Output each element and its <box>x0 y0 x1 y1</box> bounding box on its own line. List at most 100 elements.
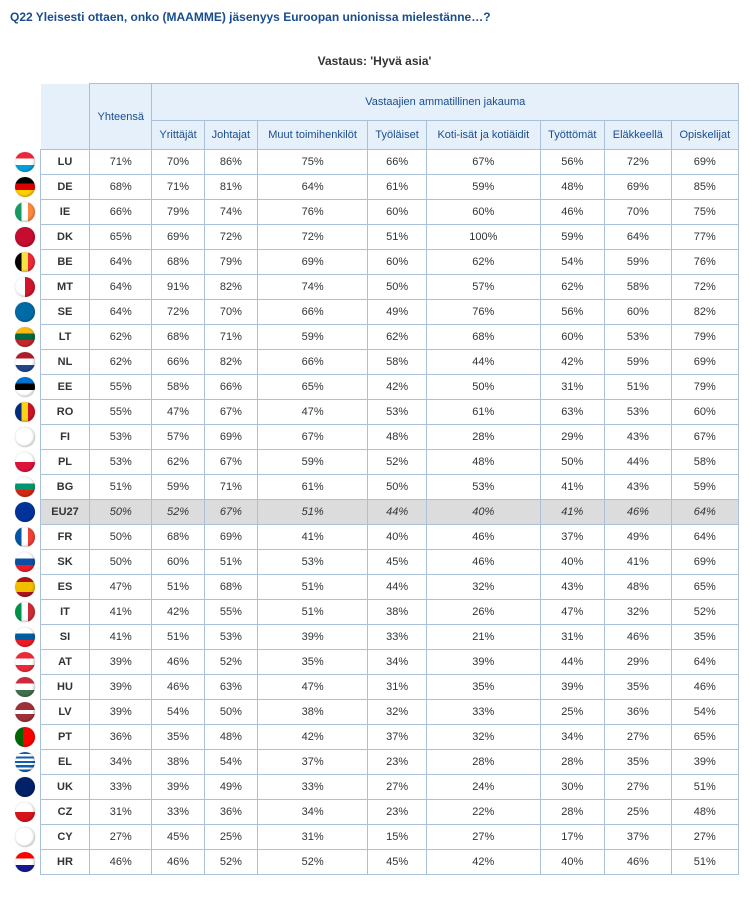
table-row: BE64%68%79%69%60%62%54%59%76% <box>10 250 739 275</box>
value-cell: 28% <box>427 750 540 775</box>
value-cell: 65% <box>258 375 368 400</box>
flag-icon <box>15 552 35 572</box>
value-cell: 55% <box>204 600 258 625</box>
flag-cell <box>10 800 41 825</box>
value-cell: 64% <box>90 250 152 275</box>
value-cell: 71% <box>90 150 152 175</box>
flag-cell <box>10 175 41 200</box>
value-cell: 76% <box>427 300 540 325</box>
value-cell: 67% <box>671 425 738 450</box>
value-cell: 64% <box>671 525 738 550</box>
country-code: ES <box>41 575 90 600</box>
flag-icon <box>15 152 35 172</box>
value-cell: 59% <box>605 250 672 275</box>
value-cell: 25% <box>540 700 605 725</box>
value-cell: 60% <box>671 400 738 425</box>
value-cell: 51% <box>368 225 427 250</box>
value-cell: 35% <box>427 675 540 700</box>
value-cell: 37% <box>368 725 427 750</box>
value-cell: 66% <box>258 350 368 375</box>
value-cell: 42% <box>540 350 605 375</box>
country-code: PL <box>41 450 90 475</box>
table-row: HR46%46%52%52%45%42%40%46%51% <box>10 850 739 875</box>
value-cell: 36% <box>90 725 152 750</box>
value-cell: 32% <box>368 700 427 725</box>
value-cell: 50% <box>90 525 152 550</box>
value-cell: 62% <box>540 275 605 300</box>
value-cell: 51% <box>152 575 204 600</box>
value-cell: 39% <box>90 700 152 725</box>
value-cell: 53% <box>90 450 152 475</box>
value-cell: 29% <box>540 425 605 450</box>
value-cell: 39% <box>90 650 152 675</box>
flag-cell <box>10 725 41 750</box>
flag-cell <box>10 650 41 675</box>
value-cell: 55% <box>90 375 152 400</box>
value-cell: 59% <box>540 225 605 250</box>
value-cell: 56% <box>540 300 605 325</box>
value-cell: 50% <box>204 700 258 725</box>
value-cell: 57% <box>427 275 540 300</box>
value-cell: 15% <box>368 825 427 850</box>
value-cell: 72% <box>671 275 738 300</box>
table-row: DE68%71%81%64%61%59%48%69%85% <box>10 175 739 200</box>
value-cell: 33% <box>258 775 368 800</box>
value-cell: 27% <box>671 825 738 850</box>
value-cell: 67% <box>204 500 258 525</box>
table-row: UK33%39%49%33%27%24%30%27%51% <box>10 775 739 800</box>
value-cell: 70% <box>605 200 672 225</box>
value-cell: 38% <box>258 700 368 725</box>
value-cell: 17% <box>540 825 605 850</box>
value-cell: 34% <box>540 725 605 750</box>
table-row: EL34%38%54%37%23%28%28%35%39% <box>10 750 739 775</box>
value-cell: 46% <box>152 850 204 875</box>
value-cell: 35% <box>605 750 672 775</box>
col-header: Työläiset <box>368 121 427 150</box>
value-cell: 39% <box>540 675 605 700</box>
value-cell: 42% <box>152 600 204 625</box>
value-cell: 39% <box>671 750 738 775</box>
value-cell: 61% <box>368 175 427 200</box>
value-cell: 28% <box>427 425 540 450</box>
country-code: BG <box>41 475 90 500</box>
col-header: Työttömät <box>540 121 605 150</box>
data-table: Yhteensä Vastaajien ammatillinen jakauma… <box>10 83 739 875</box>
country-code: FI <box>41 425 90 450</box>
value-cell: 58% <box>152 375 204 400</box>
value-cell: 48% <box>427 450 540 475</box>
value-cell: 72% <box>258 225 368 250</box>
value-cell: 50% <box>90 550 152 575</box>
value-cell: 39% <box>427 650 540 675</box>
value-cell: 67% <box>204 450 258 475</box>
flag-cell <box>10 200 41 225</box>
flag-icon <box>15 702 35 722</box>
value-cell: 36% <box>204 800 258 825</box>
value-cell: 51% <box>258 600 368 625</box>
flag-icon <box>15 302 35 322</box>
value-cell: 28% <box>540 800 605 825</box>
value-cell: 35% <box>152 725 204 750</box>
value-cell: 37% <box>258 750 368 775</box>
flag-icon <box>15 802 35 822</box>
value-cell: 70% <box>204 300 258 325</box>
flag-icon <box>15 852 35 872</box>
value-cell: 31% <box>540 625 605 650</box>
value-cell: 41% <box>540 500 605 525</box>
col-header: Opiskelijat <box>671 121 738 150</box>
value-cell: 32% <box>427 575 540 600</box>
flag-icon <box>15 477 35 497</box>
value-cell: 35% <box>605 675 672 700</box>
value-cell: 27% <box>427 825 540 850</box>
flag-cell <box>10 300 41 325</box>
col-group: Vastaajien ammatillinen jakauma <box>152 84 739 121</box>
value-cell: 43% <box>605 475 672 500</box>
value-cell: 48% <box>204 725 258 750</box>
flag-cell <box>10 625 41 650</box>
table-row: ES47%51%68%51%44%32%43%48%65% <box>10 575 739 600</box>
country-code: EU27 <box>41 500 90 525</box>
value-cell: 22% <box>427 800 540 825</box>
value-cell: 35% <box>671 625 738 650</box>
flag-icon <box>15 527 35 547</box>
value-cell: 51% <box>204 550 258 575</box>
value-cell: 52% <box>368 450 427 475</box>
